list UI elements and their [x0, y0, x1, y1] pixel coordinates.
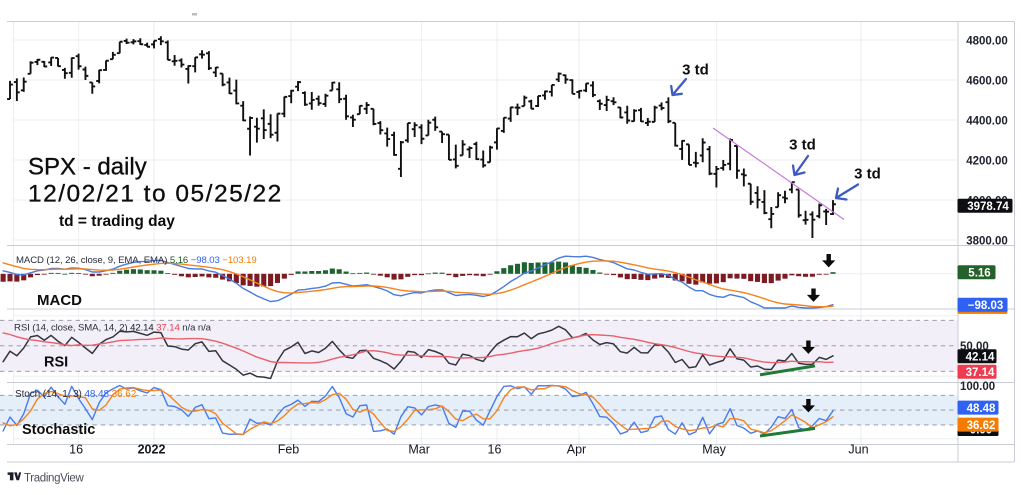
- svg-text:MACD (12, 26, close, 9, EMA, E: MACD (12, 26, close, 9, EMA, EMA) 5.16 −…: [16, 255, 257, 266]
- svg-text:3978.74: 3978.74: [967, 201, 1009, 213]
- svg-text:RSI (14, close, SMA, 14, 2) 42: RSI (14, close, SMA, 14, 2) 42.14 37.14 …: [14, 323, 212, 334]
- svg-text:−98.03: −98.03: [968, 300, 1004, 312]
- svg-text:4400.00: 4400.00: [966, 115, 1008, 127]
- svg-text:16: 16: [69, 443, 83, 457]
- svg-text:May: May: [702, 443, 726, 457]
- svg-text:4800.00: 4800.00: [966, 35, 1008, 47]
- svg-text:100.00: 100.00: [960, 381, 995, 393]
- svg-text:Mar: Mar: [408, 443, 430, 457]
- svg-text:MACD: MACD: [37, 292, 82, 309]
- svg-text:3 td: 3 td: [682, 62, 709, 79]
- svg-text:SPX - daily: SPX - daily: [28, 154, 147, 181]
- svg-text:3800.00: 3800.00: [966, 235, 1008, 247]
- svg-text:3 td: 3 td: [854, 166, 881, 183]
- svg-text:48.48: 48.48: [967, 403, 996, 415]
- svg-text:12/02/21 to 05/25/22: 12/02/21 to 05/25/22: [28, 181, 283, 208]
- svg-text:3 td: 3 td: [789, 137, 816, 154]
- svg-text:Feb: Feb: [278, 443, 300, 457]
- svg-text:Stochastic: Stochastic: [22, 422, 95, 438]
- svg-text:Jun: Jun: [848, 443, 868, 457]
- svg-text:36.62: 36.62: [967, 420, 996, 432]
- svg-text:37.14: 37.14: [966, 367, 995, 379]
- svg-text:Apr: Apr: [567, 443, 586, 457]
- svg-text:4200.00: 4200.00: [966, 155, 1008, 167]
- svg-text:5.16: 5.16: [968, 268, 990, 280]
- svg-text:TradingView: TradingView: [24, 473, 84, 485]
- svg-text:Stoch (14, 1, 3) 48.48 36.62: Stoch (14, 1, 3) 48.48 36.62: [15, 389, 137, 400]
- svg-text:4600.00: 4600.00: [966, 75, 1008, 87]
- svg-text:td = trading day: td = trading day: [59, 213, 175, 230]
- svg-text:RSI: RSI: [44, 355, 68, 371]
- svg-text:16: 16: [488, 443, 502, 457]
- svg-text:42.14: 42.14: [966, 352, 995, 364]
- svg-text:2022: 2022: [138, 443, 166, 457]
